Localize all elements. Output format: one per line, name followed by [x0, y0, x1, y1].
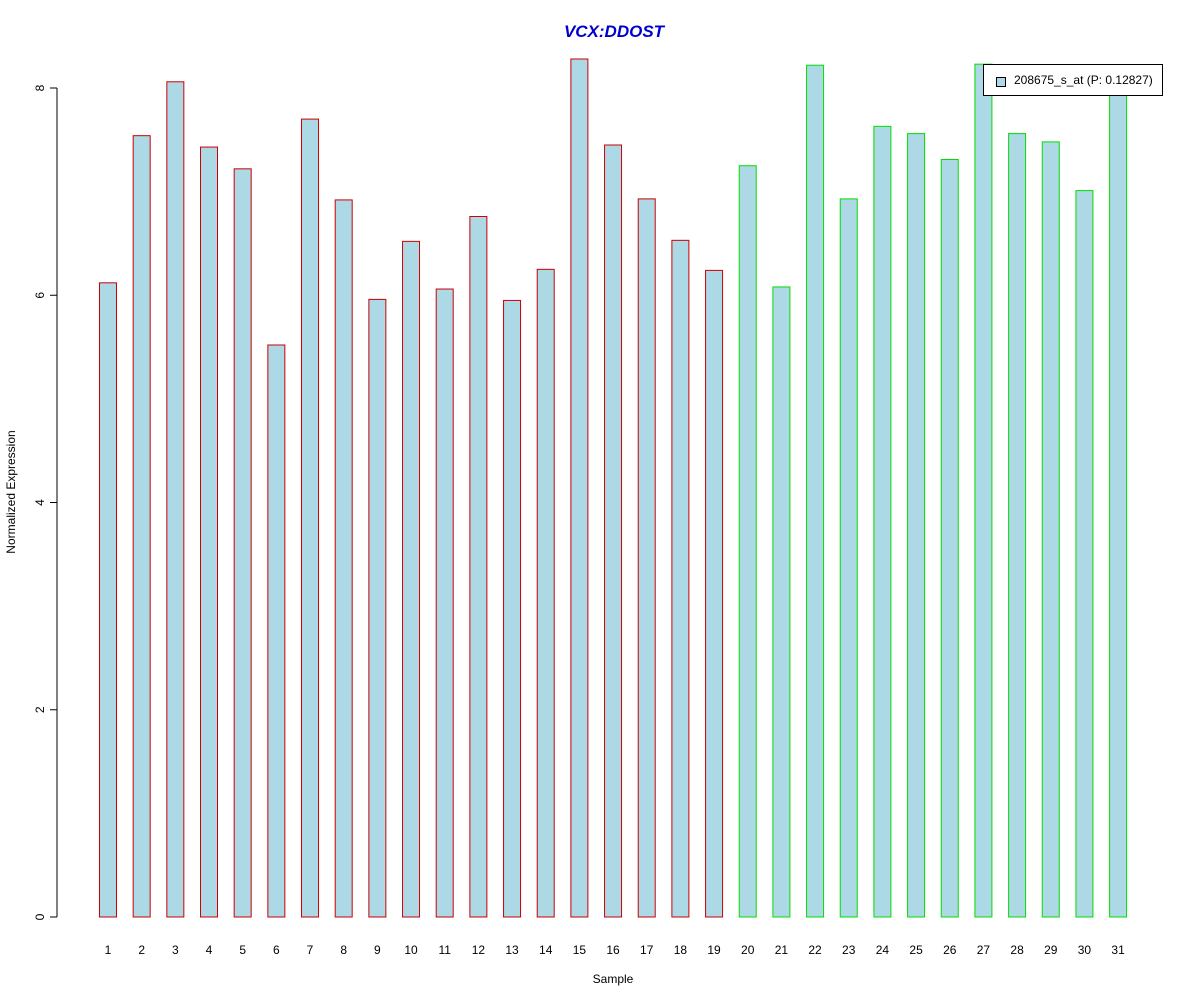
- bar: [940, 159, 959, 918]
- bar: [503, 299, 522, 918]
- bar: [166, 81, 185, 918]
- x-tick-label: 18: [674, 943, 688, 957]
- legend: 208675_s_at (P: 0.12827): [983, 64, 1163, 96]
- bars: [99, 58, 1128, 918]
- x-tick-label: 27: [977, 943, 991, 957]
- x-tick-label: 28: [1010, 943, 1024, 957]
- x-tick-label: 15: [573, 943, 587, 957]
- y-axis-label: Normalized Expression: [4, 430, 18, 553]
- x-tick-label: 16: [606, 943, 620, 957]
- bar: [1109, 87, 1128, 918]
- x-tick-label: 11: [438, 943, 451, 957]
- bar: [402, 240, 421, 918]
- bar: [1075, 190, 1094, 918]
- x-tick-label: 19: [707, 943, 721, 957]
- x-tick-label: 4: [206, 943, 213, 957]
- bar: [1008, 133, 1027, 918]
- bar: [435, 288, 454, 918]
- x-tick-label: 13: [505, 943, 519, 957]
- x-tick-label: 24: [876, 943, 890, 957]
- legend-label: 208675_s_at (P: 0.12827): [1014, 73, 1153, 87]
- x-tick-label: 1: [105, 943, 112, 957]
- bar: [570, 58, 589, 918]
- bar: [806, 64, 825, 918]
- x-tick-label: 12: [472, 943, 486, 957]
- bar: [267, 344, 286, 918]
- x-tick-label: 2: [138, 943, 145, 957]
- x-tick-label: 20: [741, 943, 755, 957]
- x-tick-label: 7: [307, 943, 314, 957]
- x-tick-label: 21: [775, 943, 789, 957]
- x-axis-label: Sample: [593, 972, 634, 986]
- x-tick-label: 30: [1078, 943, 1092, 957]
- x-tick-label: 9: [374, 943, 381, 957]
- legend-swatch: [996, 77, 1006, 87]
- bar: [705, 269, 724, 918]
- y-tick-label: 0: [33, 913, 47, 920]
- x-tick-label: 8: [340, 943, 347, 957]
- bar: [671, 239, 690, 918]
- x-tick-label: 22: [808, 943, 822, 957]
- bar: [604, 144, 623, 918]
- bar: [334, 199, 353, 918]
- y-tick-label: 4: [33, 499, 47, 506]
- bar: [536, 268, 555, 918]
- y-tick-label: 6: [33, 292, 47, 299]
- bar: [99, 282, 117, 918]
- y-tick-label: 8: [33, 84, 47, 91]
- bar: [200, 146, 219, 918]
- bar: [469, 215, 488, 918]
- x-tick-label: 29: [1044, 943, 1058, 957]
- bar: [772, 286, 791, 918]
- y-tick-label: 2: [33, 706, 47, 713]
- bar: [637, 198, 656, 918]
- bar: [132, 135, 151, 918]
- bar: [873, 125, 892, 918]
- x-tick-label: 3: [172, 943, 179, 957]
- bar: [738, 165, 757, 918]
- x-tick-label: 25: [909, 943, 923, 957]
- x-tick-label: 6: [273, 943, 280, 957]
- x-tick-label: 17: [640, 943, 654, 957]
- x-tick-label: 23: [842, 943, 856, 957]
- bar: [233, 168, 252, 918]
- x-tick-label: 5: [239, 943, 246, 957]
- bar: [368, 298, 387, 918]
- bar: [1041, 141, 1060, 918]
- chart-title: VCX:DDOST: [564, 22, 666, 41]
- x-tick-label: 14: [539, 943, 553, 957]
- bar: [301, 118, 320, 918]
- y-axis-ticks: 0 2 4 6 8: [33, 84, 57, 920]
- bar: [839, 198, 858, 918]
- x-tick-label: 10: [404, 943, 418, 957]
- bar: [907, 133, 926, 918]
- x-tick-label: 31: [1111, 943, 1125, 957]
- bar: [974, 63, 993, 918]
- x-axis-tick-labels: 1 2 3 4 5 6 7 8 9 10 11 12 13 14 15 16 17 18 19 20 21 22 23 24 2…: [105, 943, 1125, 957]
- x-tick-label: 26: [943, 943, 957, 957]
